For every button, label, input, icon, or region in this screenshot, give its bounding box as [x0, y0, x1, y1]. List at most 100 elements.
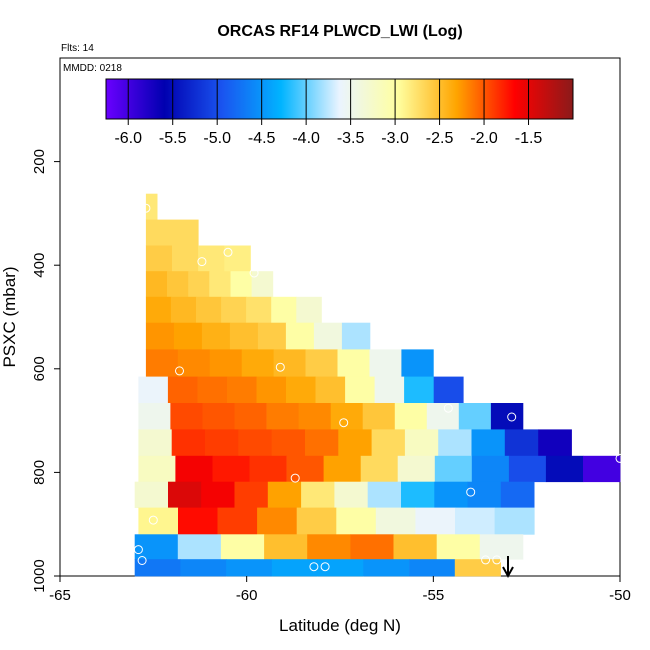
heatmap-cell [226, 559, 273, 577]
heatmap-cell [264, 534, 308, 560]
heatmap-cell [307, 534, 351, 560]
heatmap-cell [257, 322, 287, 350]
sample-point [507, 412, 517, 422]
heatmap-cell [545, 455, 584, 483]
colorbar-tick-label: -3.5 [337, 130, 365, 147]
heatmap-cell [415, 507, 456, 535]
heatmap-cell [134, 481, 169, 508]
heatmap-cell [267, 481, 302, 508]
heatmap-cell [178, 507, 218, 535]
heatmap-cell [230, 271, 253, 298]
heatmap-cell [337, 349, 370, 377]
heatmap-cell [285, 322, 315, 350]
sample-point [249, 268, 259, 278]
heatmap-cell [180, 559, 227, 577]
heatmap-cells [134, 193, 621, 577]
colorbar-tick-label: -5.0 [203, 130, 231, 147]
heatmap-cell [401, 481, 435, 508]
heatmap-cell [538, 429, 572, 457]
heatmap-cell [323, 455, 361, 483]
heatmap-cell [266, 403, 299, 430]
heatmap-cell [167, 271, 189, 298]
heatmap-cell [271, 559, 318, 577]
heatmap-cell [298, 403, 331, 430]
heatmap-cell [409, 559, 456, 577]
heatmap-cell [490, 403, 524, 430]
heatmap-cell [241, 349, 274, 377]
colorbar-tick-label: -4.5 [248, 130, 276, 147]
heatmap-cell [175, 455, 213, 483]
heatmap-cell [504, 429, 539, 457]
heatmap-cell [209, 271, 231, 298]
heatmap-cell [212, 455, 250, 483]
y-tick-label: 400 [31, 253, 48, 278]
heatmap-cell [313, 322, 343, 350]
colorbar-tick-label: -1.5 [515, 130, 543, 147]
heatmap-cell [201, 322, 231, 350]
heatmap-cell [271, 429, 306, 457]
sample-point [223, 247, 233, 257]
heatmap-cell [350, 534, 394, 560]
flights-note: Flts: 14 [61, 43, 94, 54]
heatmap-cell [138, 403, 171, 430]
colorbar: -6.0 -5.5 -5.0 -4.5 -4.0 -3.5 -3.0 -2.5 -2.0 -1.5 [105, 78, 574, 147]
heatmap-cell [220, 534, 265, 560]
heatmap-cell [404, 376, 434, 404]
heatmap-cell [479, 534, 524, 560]
heatmap-cell [202, 403, 235, 430]
sample-point [290, 473, 300, 483]
heatmap-cell [172, 245, 199, 272]
heatmap-cell [145, 322, 175, 350]
heatmap-cell [198, 245, 225, 272]
heatmap-cell [173, 322, 203, 350]
heatmap-cell [455, 507, 495, 535]
sample-point [133, 545, 143, 555]
heatmap-cell [434, 481, 468, 508]
heatmap-cell [363, 559, 410, 577]
heatmap-cell [362, 403, 396, 430]
sample-point [443, 403, 453, 413]
heatmap-cell [138, 455, 176, 483]
colorbar-ticks: -6.0 -5.5 -5.0 -4.5 -4.0 -3.5 -3.0 -2.5 -2.0 -1.5 [114, 79, 542, 147]
heatmap-cell [286, 376, 316, 404]
heatmap-cell [234, 481, 269, 508]
heatmap-cell [471, 429, 506, 457]
heatmap-cell [467, 481, 502, 508]
heatmap-cell [508, 455, 547, 483]
heatmap-cell [197, 376, 228, 404]
heatmap-cell [315, 376, 346, 404]
arrow-head [502, 566, 514, 579]
heatmap-cell [458, 403, 492, 430]
heatmap-cell [360, 455, 399, 483]
y-tick-label: 200 [31, 149, 48, 174]
x-tick-label: -50 [609, 587, 631, 604]
colorbar-tick-label: -4.0 [292, 130, 320, 147]
heatmap-cell [221, 296, 247, 324]
heatmap-cell [196, 296, 222, 324]
y-tick-label: 800 [31, 460, 48, 485]
heatmap-cell [374, 376, 405, 404]
heatmap-cell [341, 322, 371, 350]
sample-points [133, 203, 625, 572]
heatmap-cell [494, 507, 535, 535]
sample-point [615, 453, 625, 463]
heatmap-cell [369, 349, 402, 377]
y-tick-label: 600 [31, 356, 48, 381]
heatmap-cell [209, 349, 242, 377]
x-tick-label: -65 [49, 587, 71, 604]
heatmap-cell [271, 296, 297, 324]
heatmap-cell [345, 376, 375, 404]
x-axis: -65 -60 -55 -50 [49, 576, 631, 604]
heatmap-cell [438, 429, 472, 457]
heatmap-cell [375, 507, 416, 535]
heatmap-cell [205, 429, 239, 457]
heatmap-cell [224, 245, 251, 272]
sample-point [339, 418, 349, 428]
heatmap-cell [145, 296, 172, 324]
sample-point [175, 366, 184, 376]
heatmap-cell [249, 455, 287, 483]
heatmap-cell [229, 322, 259, 350]
colorbar-tick-label: -2.0 [470, 130, 498, 147]
heatmap-cell [404, 429, 439, 457]
